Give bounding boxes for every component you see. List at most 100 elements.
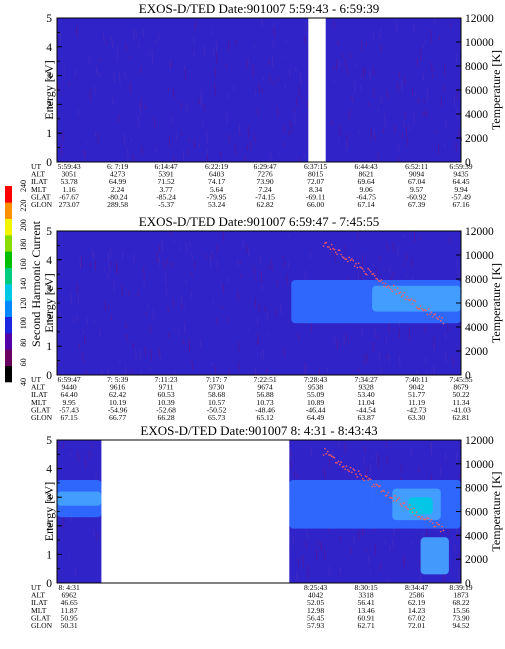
ephemeris-value: 273.07 — [59, 200, 80, 209]
texture-streak — [455, 452, 458, 463]
texture-streak — [416, 57, 419, 66]
texture-streak — [63, 64, 65, 78]
texture-streak — [212, 299, 214, 307]
texture-streak — [84, 458, 87, 468]
texture-streak — [215, 41, 218, 54]
texture-streak — [334, 337, 336, 345]
texture-streak — [363, 457, 365, 465]
texture-streak — [91, 443, 93, 447]
texture-streak — [300, 73, 302, 86]
texture-streak — [258, 83, 260, 94]
texture-streak — [234, 39, 237, 46]
texture-streak — [220, 283, 222, 287]
trace-point — [400, 295, 403, 298]
texture-streak — [132, 153, 135, 163]
texture-streak — [442, 84, 445, 93]
trace-point — [333, 248, 336, 251]
ephemeris-value: 3318 — [359, 591, 374, 600]
trace-point — [347, 469, 349, 471]
ephemeris-value: 12.98 — [307, 606, 324, 615]
trace-point — [325, 241, 328, 244]
trace-point — [378, 485, 380, 488]
trace-point — [341, 466, 344, 468]
texture-streak — [144, 105, 146, 110]
trace-point — [330, 243, 333, 246]
trace-point — [341, 256, 344, 258]
texture-streak — [266, 311, 269, 321]
ephemeris-row-label: UT — [31, 583, 41, 592]
texture-streak — [85, 141, 88, 146]
ephemeris-value: 73.90 — [452, 613, 469, 622]
texture-streak — [194, 261, 196, 270]
texture-streak — [188, 338, 190, 352]
y-tick-label: 2 — [46, 521, 52, 533]
texture-streak — [254, 367, 257, 376]
ephemeris-row-label: GLAT — [31, 613, 51, 622]
texture-streak — [112, 97, 114, 105]
texture-streak — [353, 535, 355, 545]
texture-streak — [57, 361, 59, 366]
feature-band — [408, 497, 433, 515]
ephemeris-value: 65.73 — [208, 413, 225, 422]
texture-streak — [79, 257, 81, 269]
texture-streak — [202, 119, 204, 127]
texture-streak — [397, 158, 400, 163]
texture-streak — [290, 449, 292, 457]
texture-streak — [405, 273, 407, 278]
texture-streak — [283, 125, 285, 133]
texture-streak — [185, 280, 187, 285]
ephemeris-value: 8.34 — [309, 185, 322, 194]
texture-streak — [305, 269, 307, 276]
trace-point — [361, 268, 364, 270]
trace-point — [405, 506, 407, 508]
trace-point — [402, 294, 404, 296]
texture-streak — [365, 466, 368, 476]
ephemeris-value: 8621 — [359, 170, 374, 179]
y2-tick-label: 12000 — [465, 13, 494, 25]
texture-streak — [373, 341, 375, 352]
texture-streak — [242, 238, 244, 249]
texture-streak — [191, 271, 193, 277]
y2-tick-label: 2000 — [465, 346, 488, 358]
colorbar-tick-label: 240 — [19, 180, 28, 192]
ephemeris-value: -48.46 — [255, 405, 275, 414]
trace-point — [352, 259, 355, 262]
texture-streak — [198, 97, 200, 105]
trace-point — [324, 242, 326, 244]
colorbar-tick-label: 100 — [19, 317, 28, 329]
ephemeris-value: 53.40 — [358, 390, 375, 399]
colorbar-segment — [5, 235, 12, 252]
texture-streak — [402, 560, 405, 569]
ephemeris-value: 72.01 — [408, 621, 425, 630]
ephemeris-value: -54.96 — [108, 405, 128, 414]
texture-streak — [93, 317, 95, 325]
texture-streak — [83, 150, 85, 159]
texture-streak — [149, 366, 151, 371]
trace-point — [364, 475, 367, 477]
trace-point — [345, 465, 348, 467]
texture-streak — [200, 89, 203, 100]
y-tick-label: 0 — [46, 578, 52, 590]
texture-streak — [331, 243, 333, 257]
texture-streak — [261, 283, 263, 291]
texture-streak — [374, 544, 377, 556]
texture-streak — [214, 81, 216, 91]
texture-streak — [374, 327, 376, 338]
texture-streak — [222, 231, 224, 241]
ephemeris-value: 60.53 — [158, 390, 175, 399]
y-tick-label: 2 — [46, 312, 52, 324]
trace-point — [427, 517, 430, 519]
colorbar-segment — [5, 333, 12, 350]
texture-streak — [326, 368, 328, 373]
trace-point — [390, 496, 392, 499]
texture-streak — [116, 55, 118, 62]
texture-streak — [380, 27, 382, 36]
trace-point — [349, 259, 352, 262]
feature-band — [420, 537, 449, 575]
trace-point — [403, 502, 406, 504]
texture-streak — [364, 354, 366, 366]
texture-streak — [143, 279, 145, 287]
texture-streak — [170, 231, 172, 236]
texture-streak — [178, 246, 181, 252]
ephemeris-row-label: ALT — [31, 591, 45, 600]
